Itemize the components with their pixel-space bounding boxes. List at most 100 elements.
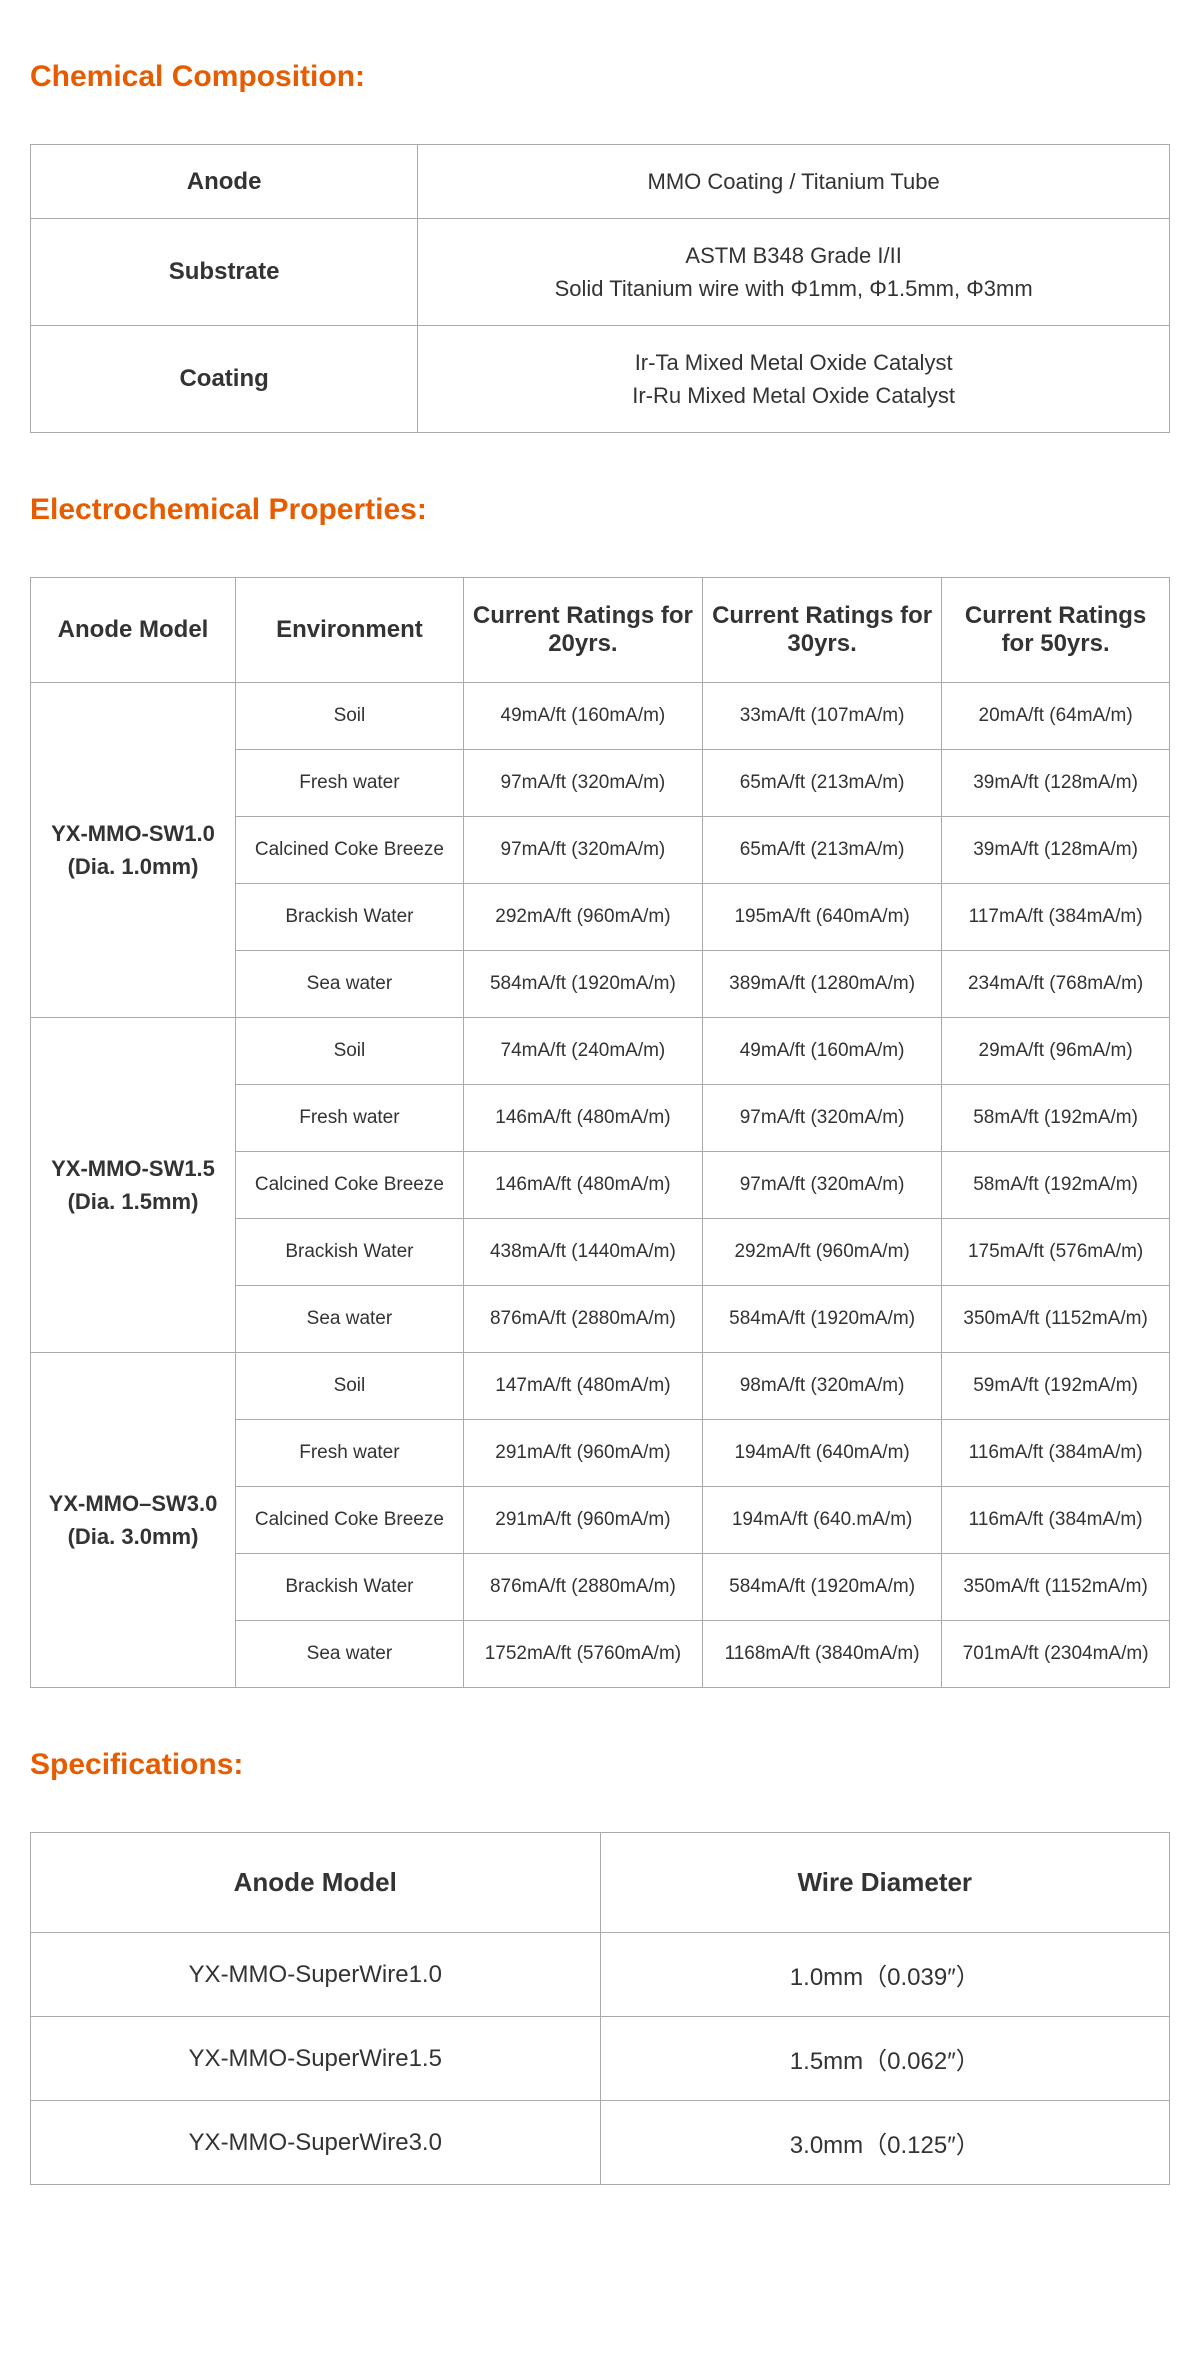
ep-environment: Sea water xyxy=(236,1286,464,1353)
ep-environment: Soil xyxy=(236,1018,464,1085)
spec-wire-diameter: 1.0mm（0.039″） xyxy=(600,1933,1170,2017)
ep-value: 65mA/ft (213mA/m) xyxy=(703,817,942,884)
table-row: YX-MMO-SW1.0(Dia. 1.0mm)Soil49mA/ft (160… xyxy=(31,683,1170,750)
ep-environment: Sea water xyxy=(236,951,464,1018)
ep-value: 291mA/ft (960mA/m) xyxy=(463,1420,702,1487)
ep-value: 146mA/ft (480mA/m) xyxy=(463,1085,702,1152)
ep-value: 1752mA/ft (5760mA/m) xyxy=(463,1621,702,1688)
chem-value-line: MMO Coating / Titanium Tube xyxy=(428,165,1159,198)
ep-value: 876mA/ft (2880mA/m) xyxy=(463,1286,702,1353)
ep-value: 195mA/ft (640mA/m) xyxy=(703,884,942,951)
chemical-composition-title: Chemical Composition: xyxy=(30,60,1170,94)
ep-value: 584mA/ft (1920mA/m) xyxy=(703,1286,942,1353)
chem-value-line: Solid Titanium wire with Φ1mm, Φ1.5mm, Φ… xyxy=(428,272,1159,305)
ep-anode-model-line: (Dia. 1.0mm) xyxy=(37,850,229,883)
ep-value: 584mA/ft (1920mA/m) xyxy=(703,1554,942,1621)
ep-value: 146mA/ft (480mA/m) xyxy=(463,1152,702,1219)
ep-value: 175mA/ft (576mA/m) xyxy=(942,1219,1170,1286)
ep-environment: Brackish Water xyxy=(236,1554,464,1621)
spec-anode-model: YX-MMO-SuperWire3.0 xyxy=(31,2101,601,2185)
chem-value: MMO Coating / Titanium Tube xyxy=(418,145,1170,219)
ep-value: 876mA/ft (2880mA/m) xyxy=(463,1554,702,1621)
ep-value: 74mA/ft (240mA/m) xyxy=(463,1018,702,1085)
table-row: YX-MMO–SW3.0(Dia. 3.0mm)Soil147mA/ft (48… xyxy=(31,1353,1170,1420)
ep-value: 29mA/ft (96mA/m) xyxy=(942,1018,1170,1085)
ep-value: 350mA/ft (1152mA/m) xyxy=(942,1286,1170,1353)
ep-value: 39mA/ft (128mA/m) xyxy=(942,750,1170,817)
chemical-composition-table: Anode MMO Coating / Titanium Tube Substrat… xyxy=(30,144,1170,433)
ep-value: 292mA/ft (960mA/m) xyxy=(703,1219,942,1286)
ep-value: 291mA/ft (960mA/m) xyxy=(463,1487,702,1554)
ep-value: 116mA/ft (384mA/m) xyxy=(942,1420,1170,1487)
ep-anode-model: YX-MMO-SW1.5(Dia. 1.5mm) xyxy=(31,1018,236,1353)
ep-value: 65mA/ft (213mA/m) xyxy=(703,750,942,817)
ep-anode-model: YX-MMO-SW1.0(Dia. 1.0mm) xyxy=(31,683,236,1018)
specifications-table: Anode ModelWire Diameter YX-MMO-SuperWir… xyxy=(30,1832,1170,2185)
ep-environment: Calcined Coke Breeze xyxy=(236,1487,464,1554)
ep-value: 438mA/ft (1440mA/m) xyxy=(463,1219,702,1286)
ep-value: 49mA/ft (160mA/m) xyxy=(463,683,702,750)
spec-wire-diameter: 1.5mm（0.062″） xyxy=(600,2017,1170,2101)
ep-environment: Fresh water xyxy=(236,750,464,817)
ep-value: 116mA/ft (384mA/m) xyxy=(942,1487,1170,1554)
ep-value: 39mA/ft (128mA/m) xyxy=(942,817,1170,884)
ep-anode-model-line: YX-MMO-SW1.5 xyxy=(37,1152,229,1185)
ep-anode-model-line: YX-MMO-SW1.0 xyxy=(37,817,229,850)
ep-value: 20mA/ft (64mA/m) xyxy=(942,683,1170,750)
chem-label: Anode xyxy=(31,145,418,219)
ep-environment: Brackish Water xyxy=(236,1219,464,1286)
ep-environment: Fresh water xyxy=(236,1085,464,1152)
ep-value: 117mA/ft (384mA/m) xyxy=(942,884,1170,951)
ep-environment: Soil xyxy=(236,683,464,750)
ep-anode-model-line: YX-MMO–SW3.0 xyxy=(37,1487,229,1520)
ep-environment: Brackish Water xyxy=(236,884,464,951)
ep-value: 97mA/ft (320mA/m) xyxy=(703,1085,942,1152)
ep-value: 584mA/ft (1920mA/m) xyxy=(463,951,702,1018)
ep-environment: Sea water xyxy=(236,1621,464,1688)
ep-environment: Soil xyxy=(236,1353,464,1420)
table-row: Anode MMO Coating / Titanium Tube xyxy=(31,145,1170,219)
electrochemical-properties-table: Anode ModelEnvironmentCurrent Ratings fo… xyxy=(30,577,1170,1688)
ep-value: 194mA/ft (640mA/m) xyxy=(703,1420,942,1487)
ep-value: 234mA/ft (768mA/m) xyxy=(942,951,1170,1018)
chem-label: Substrate xyxy=(31,219,418,326)
ep-header: Current Ratings for 30yrs. xyxy=(703,578,942,683)
chem-label: Coating xyxy=(31,326,418,433)
table-row: YX-MMO-SuperWire1.01.0mm（0.039″） xyxy=(31,1933,1170,2017)
ep-value: 58mA/ft (192mA/m) xyxy=(942,1152,1170,1219)
ep-value: 292mA/ft (960mA/m) xyxy=(463,884,702,951)
chem-value-line: ASTM B348 Grade I/II xyxy=(428,239,1159,272)
table-row: YX-MMO-SuperWire1.51.5mm（0.062″） xyxy=(31,2017,1170,2101)
ep-value: 389mA/ft (1280mA/m) xyxy=(703,951,942,1018)
ep-value: 33mA/ft (107mA/m) xyxy=(703,683,942,750)
ep-value: 97mA/ft (320mA/m) xyxy=(703,1152,942,1219)
ep-value: 194mA/ft (640.mA/m) xyxy=(703,1487,942,1554)
ep-header: Current Ratings for 20yrs. xyxy=(463,578,702,683)
ep-value: 59mA/ft (192mA/m) xyxy=(942,1353,1170,1420)
ep-header: Environment xyxy=(236,578,464,683)
table-row: YX-MMO-SW1.5(Dia. 1.5mm)Soil74mA/ft (240… xyxy=(31,1018,1170,1085)
ep-environment: Calcined Coke Breeze xyxy=(236,1152,464,1219)
ep-value: 97mA/ft (320mA/m) xyxy=(463,817,702,884)
spec-anode-model: YX-MMO-SuperWire1.0 xyxy=(31,1933,601,2017)
electrochemical-properties-title: Electrochemical Properties: xyxy=(30,493,1170,527)
table-row: Coating Ir-Ta Mixed Metal Oxide CatalystI… xyxy=(31,326,1170,433)
ep-value: 97mA/ft (320mA/m) xyxy=(463,750,702,817)
specifications-title: Specifications: xyxy=(30,1748,1170,1782)
ep-value: 98mA/ft (320mA/m) xyxy=(703,1353,942,1420)
chem-value: ASTM B348 Grade I/IISolid Titanium wire … xyxy=(418,219,1170,326)
ep-anode-model: YX-MMO–SW3.0(Dia. 3.0mm) xyxy=(31,1353,236,1688)
ep-anode-model-line: (Dia. 3.0mm) xyxy=(37,1520,229,1553)
ep-header: Anode Model xyxy=(31,578,236,683)
ep-environment: Calcined Coke Breeze xyxy=(236,817,464,884)
chem-value-line: Ir-Ru Mixed Metal Oxide Catalyst xyxy=(428,379,1159,412)
spec-anode-model: YX-MMO-SuperWire1.5 xyxy=(31,2017,601,2101)
ep-value: 147mA/ft (480mA/m) xyxy=(463,1353,702,1420)
ep-environment: Fresh water xyxy=(236,1420,464,1487)
ep-header: Current Ratings for 50yrs. xyxy=(942,578,1170,683)
chem-value-line: Ir-Ta Mixed Metal Oxide Catalyst xyxy=(428,346,1159,379)
spec-header: Anode Model xyxy=(31,1833,601,1933)
ep-value: 1168mA/ft (3840mA/m) xyxy=(703,1621,942,1688)
spec-wire-diameter: 3.0mm（0.125″） xyxy=(600,2101,1170,2185)
ep-value: 49mA/ft (160mA/m) xyxy=(703,1018,942,1085)
